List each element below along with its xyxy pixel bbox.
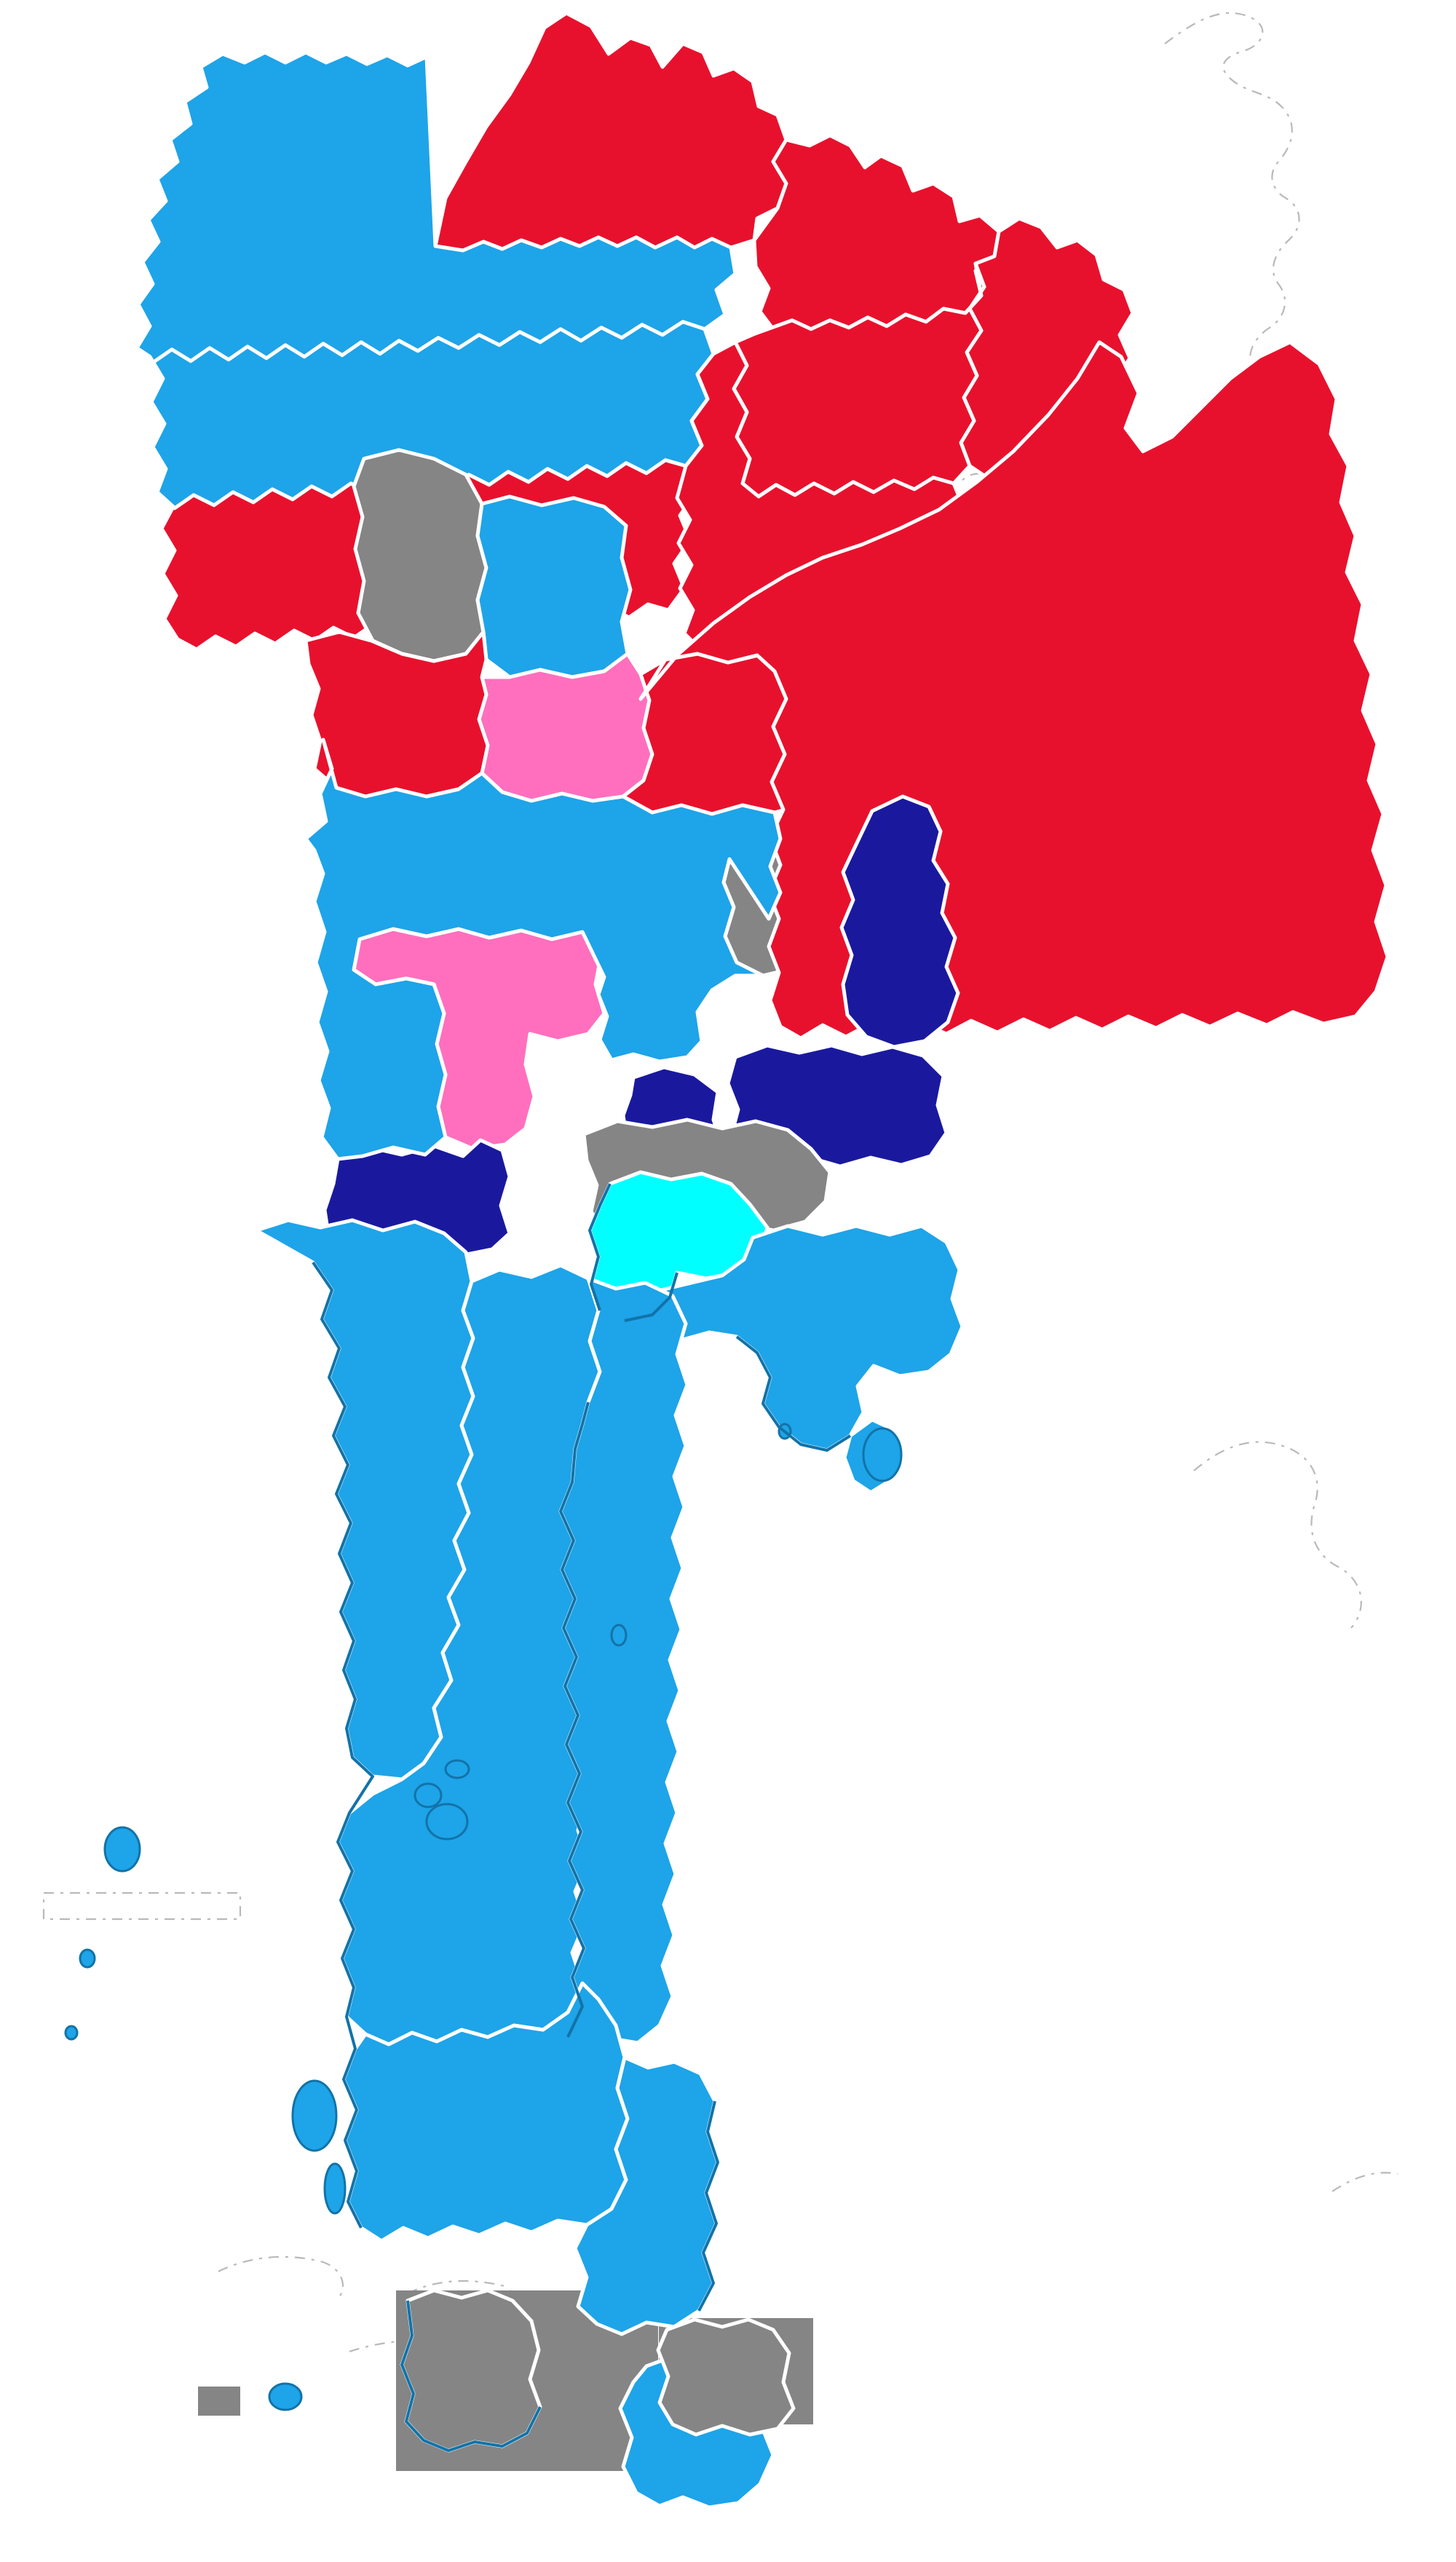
province-navy-isan[interactable] xyxy=(839,794,960,1049)
province-far-north-chiangrai[interactable] xyxy=(433,11,788,253)
province-west-coast-blue-upper[interactable] xyxy=(304,738,783,1161)
coast-outline-peninsula-west xyxy=(312,1261,374,2229)
province-deep-south-gray-pattani[interactable] xyxy=(656,2317,796,2437)
islet-group xyxy=(64,1423,903,2411)
province-isan-red-block[interactable] xyxy=(638,340,1390,1040)
islet-north-1 xyxy=(444,1759,470,1779)
islet-koh-phangan xyxy=(414,1782,443,1808)
province-lower-north-red-west[interactable] xyxy=(304,630,490,799)
gray-patch-islet-1 xyxy=(198,2387,240,2416)
neighbor-border-andaman xyxy=(42,1891,242,1921)
coast-outline-songkhla xyxy=(697,2100,719,2312)
islet-koh-chang xyxy=(862,1427,903,1482)
neighbor-border-gulf xyxy=(1332,2172,1398,2192)
islet-andaman-2 xyxy=(79,1948,96,1969)
islet-andaman-3 xyxy=(64,2025,79,2041)
islet-andaman-1 xyxy=(103,1826,141,1873)
neighbor-border-laos-north xyxy=(959,12,1300,489)
province-blue-inlet-north[interactable] xyxy=(475,494,633,679)
province-far-north-phayao[interactable] xyxy=(752,133,1001,331)
neighbor-border-cambodia xyxy=(1193,1441,1362,1629)
islet-tarutao xyxy=(268,2382,303,2411)
coast-outline-deep-south xyxy=(400,2300,542,2452)
coast-outline-group xyxy=(312,1183,852,2452)
islet-gulf-1 xyxy=(610,1624,628,1647)
islet-lanta xyxy=(323,2162,347,2215)
neighbor-border-south-2 xyxy=(218,2255,344,2301)
coast-outline-gulf-east xyxy=(735,1335,852,1452)
coast-outline-gulf-west xyxy=(588,1183,678,1322)
province-gray-north[interactable] xyxy=(352,448,488,663)
province-pink-north[interactable] xyxy=(477,652,654,803)
province-deep-south-gray-satun[interactable] xyxy=(400,2288,542,2453)
coast-outline-peninsula-east xyxy=(559,1401,590,2038)
islet-phuket xyxy=(291,2079,338,2152)
islet-koh-samui xyxy=(425,1803,469,1841)
